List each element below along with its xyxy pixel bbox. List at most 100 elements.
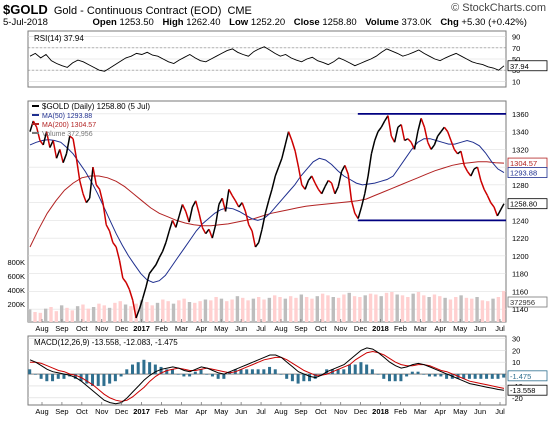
volume-tick-label: 200K xyxy=(7,300,25,309)
price-tick-label: 1220 xyxy=(512,234,529,243)
volume-bar xyxy=(283,298,288,322)
price-segment xyxy=(115,246,121,261)
macd-histogram-bar xyxy=(445,374,449,379)
macd-histogram-bar xyxy=(216,374,220,379)
volume-bar xyxy=(38,312,43,322)
macd-histogram-bar xyxy=(245,369,249,375)
volume-bar xyxy=(193,302,197,322)
price-segment xyxy=(387,115,393,137)
price-segment xyxy=(370,140,376,154)
macd-histogram-bar xyxy=(370,369,374,375)
price-segment xyxy=(155,257,160,266)
macd-histogram-bar xyxy=(427,374,431,377)
price-xtick-label: Oct xyxy=(315,324,328,333)
macd-histogram-bar xyxy=(130,364,134,375)
rsi-tick-label: 50 xyxy=(512,55,520,64)
price-segment xyxy=(433,135,439,146)
high-label: High xyxy=(162,17,184,28)
macd-histogram-bar xyxy=(102,374,106,386)
volume-bar xyxy=(257,297,261,322)
macd-xtick-label: Oct xyxy=(76,407,89,416)
price-segment xyxy=(374,131,379,141)
volume-bar xyxy=(502,290,506,322)
symbol: $GOLD xyxy=(3,2,48,17)
price-segment xyxy=(65,135,71,154)
price-segment xyxy=(78,180,84,194)
ma200-line xyxy=(29,161,505,248)
volume-bar xyxy=(139,300,144,322)
volume-bar xyxy=(304,297,309,322)
macd-histogram-bar xyxy=(382,374,386,379)
macd-histogram-bar xyxy=(416,371,420,375)
open-label: Open xyxy=(92,17,117,28)
price-tick-label: 1180 xyxy=(512,270,528,279)
price-segment xyxy=(490,202,495,208)
volume-bar xyxy=(107,307,112,322)
volume-bar xyxy=(336,297,341,322)
price-xtick-label: Aug xyxy=(35,324,48,333)
price-segment xyxy=(311,175,316,184)
macd-histogram-bar xyxy=(502,374,506,378)
price-segment xyxy=(141,286,147,299)
source-credit: © StockCharts.com xyxy=(451,2,546,14)
volume-bar xyxy=(352,296,357,322)
volume-bar xyxy=(496,297,501,322)
macd-histogram-bar xyxy=(136,362,140,375)
macd-hist-value: -1.475 xyxy=(510,372,531,381)
price-segment xyxy=(267,189,273,202)
price-segment xyxy=(175,215,180,228)
macd-histogram-bar xyxy=(410,371,414,375)
macd-histogram-bar xyxy=(159,366,163,375)
price-segment xyxy=(108,230,114,243)
macd-histogram-bar xyxy=(473,374,477,379)
chg-value: +5.30 (+0.42%) xyxy=(461,17,527,28)
volume-bar xyxy=(161,299,165,322)
price-segment xyxy=(486,195,492,203)
price-segment xyxy=(254,242,260,248)
price-segment xyxy=(95,184,101,190)
volume-bar xyxy=(33,312,37,322)
volume-bar xyxy=(310,298,314,322)
volume-bar xyxy=(54,311,59,322)
macd-histogram-bar xyxy=(399,374,403,382)
price-segment xyxy=(440,126,445,133)
volume-bar xyxy=(315,296,319,322)
price-segment xyxy=(118,260,124,279)
macd-histogram-bar xyxy=(462,374,466,379)
macd-histogram-bar xyxy=(142,359,146,375)
price-segment xyxy=(344,165,349,175)
macd-xtick-label: Jul xyxy=(495,407,505,416)
macd-histogram-bar xyxy=(268,366,272,375)
rsi-tick-label: 70 xyxy=(512,44,520,53)
price-segment xyxy=(125,282,131,290)
price-segment xyxy=(152,264,157,270)
volume-bar xyxy=(150,305,154,322)
volume-bar xyxy=(288,296,293,322)
macd-hist-value-box xyxy=(507,370,548,382)
price-segment xyxy=(427,141,432,150)
macd-histogram-bar xyxy=(182,374,186,377)
volume-bar xyxy=(145,302,149,322)
price-segment xyxy=(201,227,207,235)
price-segment xyxy=(85,197,91,204)
price-segment xyxy=(59,149,64,163)
price-segment xyxy=(347,174,353,201)
price-segment xyxy=(105,224,111,232)
price-tick-label: 1360 xyxy=(512,110,529,119)
price-segment xyxy=(321,186,326,195)
macd-histogram-bar xyxy=(422,374,426,375)
macd-xtick-label: Feb xyxy=(394,407,407,416)
price-segment xyxy=(198,213,204,228)
volume-bar xyxy=(214,297,218,322)
macd-histogram-bar xyxy=(153,364,157,375)
price-segment xyxy=(337,171,343,187)
volume-bar xyxy=(464,297,469,322)
price-segment xyxy=(393,127,399,143)
macd-histogram-bar xyxy=(313,374,317,379)
price-segment xyxy=(277,157,283,168)
rsi-tick-label: 10 xyxy=(512,77,520,86)
price-xtick-label: Feb xyxy=(155,324,168,333)
macd-xtick-label: Aug xyxy=(274,407,287,416)
price-xtick-label: Dec xyxy=(115,324,129,333)
